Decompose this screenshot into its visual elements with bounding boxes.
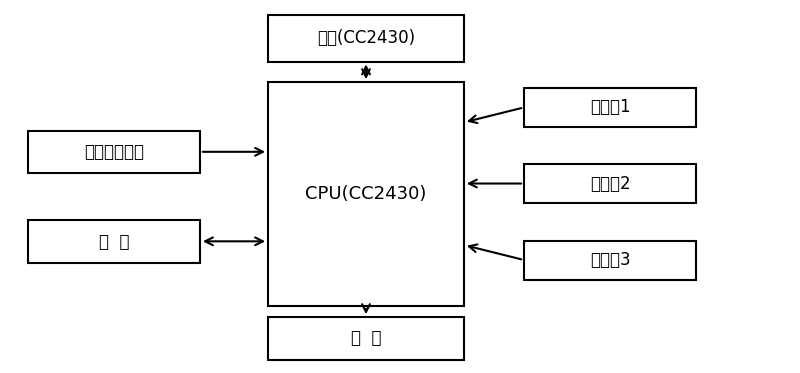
Bar	[268, 15, 464, 62]
Text: 电  源: 电 源	[350, 329, 382, 348]
Text: 传感器2: 传感器2	[590, 175, 630, 193]
Text: 射频(CC2430): 射频(CC2430)	[317, 29, 415, 47]
Bar	[524, 164, 696, 203]
Text: CPU(CC2430): CPU(CC2430)	[306, 185, 426, 203]
Text: 传感器3: 传感器3	[590, 251, 630, 269]
Bar	[268, 317, 464, 360]
Text: 地址拨码开关: 地址拨码开关	[84, 143, 144, 161]
Bar	[524, 88, 696, 127]
Bar	[28, 220, 200, 263]
Bar	[28, 131, 200, 173]
Text: 串  口: 串 口	[98, 232, 130, 251]
Bar	[268, 82, 464, 306]
Text: 传感器1: 传感器1	[590, 98, 630, 116]
Bar	[524, 241, 696, 280]
